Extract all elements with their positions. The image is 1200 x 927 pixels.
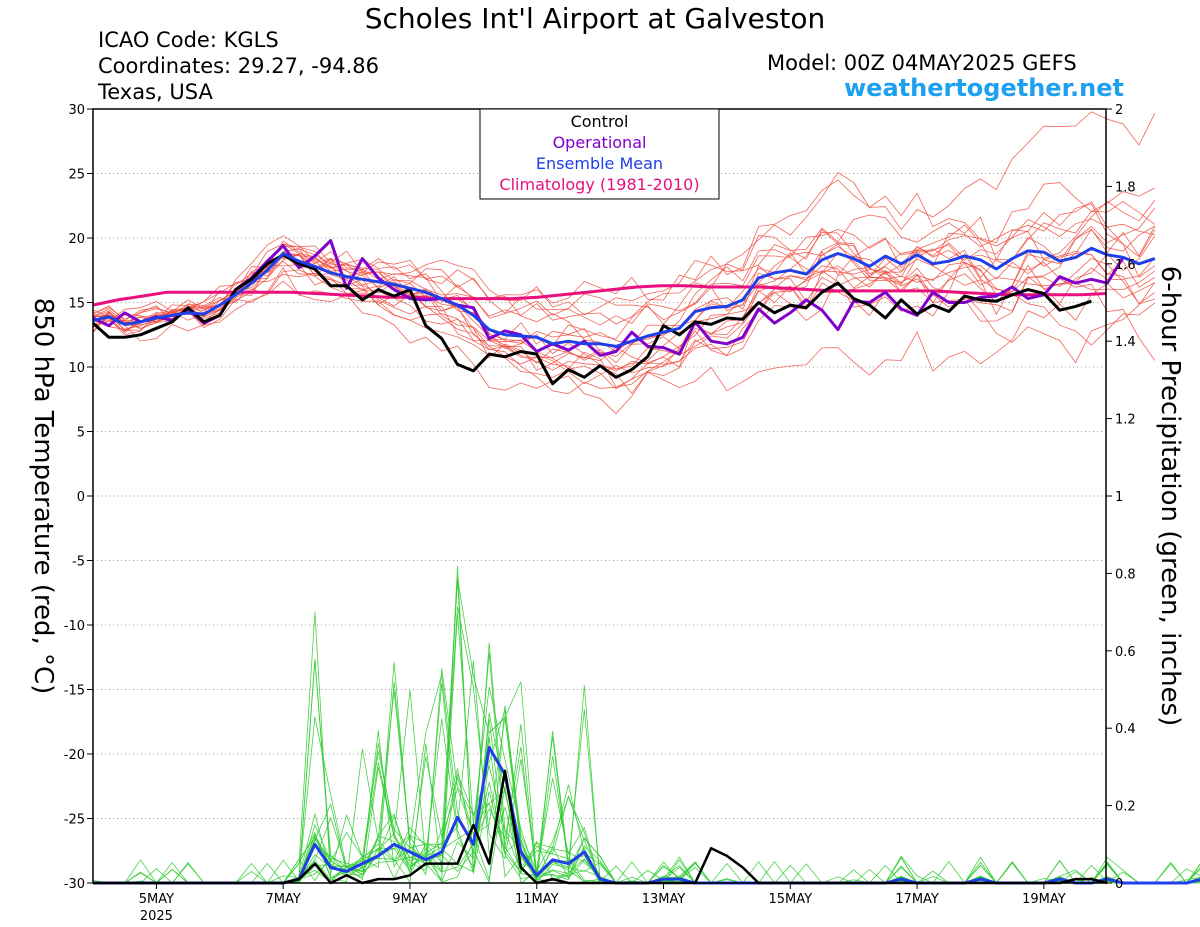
y2-tick-label: 1.8 [1115, 180, 1136, 195]
legend-climatology: Climatology (1981-2010) [499, 175, 699, 194]
precip-member-line [93, 612, 1200, 884]
temp-member-line [92, 207, 1156, 334]
y2-tick-label: 0.2 [1115, 800, 1136, 815]
legend-ensemble-mean: Ensemble Mean [536, 154, 663, 173]
y-tick-label: 15 [68, 297, 85, 312]
precip-member-line [93, 606, 1200, 884]
precip-member-line [93, 690, 1200, 884]
y2-tick-label: 1 [1115, 490, 1123, 505]
temp-member-line [92, 171, 1156, 347]
y2-tick-label: 0.8 [1115, 567, 1136, 582]
climatology-1981-2010-line [92, 284, 1107, 307]
x-tick-label: 9MAY [392, 892, 427, 907]
precip-member-line [93, 577, 1200, 884]
precip-member-line [93, 613, 1200, 884]
legend-operational: Operational [553, 133, 647, 152]
temp-member-line [92, 201, 1156, 388]
temp-member-line [92, 225, 1155, 371]
y-tick-label: -5 [72, 555, 85, 570]
x-tick-label: 13MAY [642, 892, 686, 907]
precip-member-line [93, 660, 1200, 884]
x-year-label: 2025 [140, 909, 173, 924]
control-line [91, 253, 1092, 386]
y2-axis-title: 6-hour Precipitation (green, inches) [1155, 266, 1185, 726]
y-tick-label: -10 [64, 619, 85, 634]
y2-tick-label: 0.6 [1115, 645, 1136, 660]
site-link[interactable]: weathertogether.net [844, 74, 1124, 102]
y-tick-label: -20 [64, 748, 85, 763]
precip-member-line [93, 578, 1200, 884]
y-tick-label: 25 [68, 168, 85, 183]
control-precipitation-line [93, 769, 1108, 885]
temp-member-line [92, 201, 1156, 326]
axes: 302520151050-5-10-15-20-25-3021.81.61.41… [64, 103, 1136, 924]
x-tick-label: 15MAY [769, 892, 813, 907]
temp-member-line [92, 218, 1155, 385]
ensemble-mean-line [92, 246, 1156, 348]
model-run: Model: 00Z 04MAY2025 GEFS [767, 51, 1077, 75]
ensemble-members [92, 111, 1200, 884]
precip-member-line [93, 717, 1200, 884]
y-tick-label: -15 [64, 684, 85, 699]
y2-tick-label: 1.2 [1115, 413, 1136, 428]
y-tick-label: 10 [68, 361, 85, 376]
ensemble-mean-precipitation-line [93, 746, 1200, 885]
precip-member-line [92, 652, 1200, 884]
precip-member-line [93, 690, 1200, 884]
x-tick-label: 7MAY [266, 892, 301, 907]
temp-member-line [92, 226, 1156, 364]
y2-tick-label: 1.4 [1115, 335, 1136, 350]
temp-member-line [92, 242, 1156, 372]
chart-title: Scholes Int'l Airport at Galveston [364, 2, 826, 35]
y2-tick-label: 2 [1115, 103, 1123, 118]
coordinates: Coordinates: 29.27, -94.86 [98, 54, 379, 78]
precip-member-line [93, 668, 1200, 884]
precip-member-line [93, 716, 1200, 884]
y-tick-label: 0 [77, 490, 85, 505]
plot-frame [92, 108, 1107, 884]
y-tick-label: 30 [68, 103, 85, 118]
precip-member-line [93, 683, 1200, 884]
operational-line [92, 239, 1125, 357]
x-tick-label: 19MAY [1022, 892, 1066, 907]
icao-code: ICAO Code: KGLS [98, 28, 279, 52]
precip-member-line [93, 642, 1200, 884]
y-tick-label: 5 [77, 426, 85, 441]
x-tick-label: 11MAY [515, 892, 559, 907]
precip-member-line [93, 713, 1200, 884]
location: Texas, USA [98, 80, 213, 104]
temp-member-line [92, 267, 1155, 415]
x-tick-label: 5MAY [139, 892, 174, 907]
precip-member-line [93, 772, 1200, 884]
y2-tick-label: 1.6 [1115, 258, 1136, 273]
y-tick-label: -25 [64, 813, 85, 828]
y2-tick-label: 0.4 [1115, 722, 1136, 737]
grid [93, 173, 1106, 819]
temp-member-line [92, 235, 1156, 395]
precip-member-line [93, 708, 1200, 884]
legend-box [479, 108, 720, 200]
precip-member-line [93, 566, 1200, 884]
temp-member-line [92, 244, 1156, 352]
y-axis-title: 850 hPa Temperature (red, °C) [28, 298, 58, 695]
y-tick-label: 20 [68, 232, 85, 247]
series [91, 239, 1200, 885]
legend: Control Operational Ensemble Mean Climat… [479, 108, 720, 200]
x-tick-label: 17MAY [895, 892, 939, 907]
legend-control: Control [571, 112, 629, 131]
y-tick-label: -30 [64, 877, 85, 892]
precip-member-line [93, 674, 1200, 884]
y2-tick-label: 0 [1115, 877, 1123, 892]
